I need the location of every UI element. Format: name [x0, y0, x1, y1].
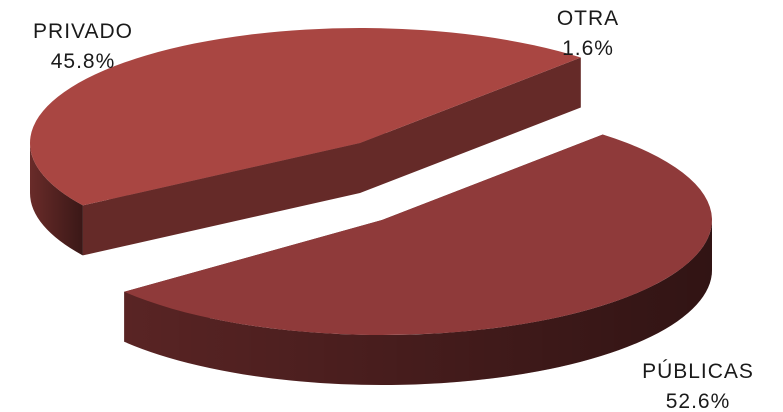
slice-privado-wall-1 — [360, 57, 581, 193]
slice-label-publicas: PÚBLICAS — [642, 360, 754, 383]
slice-privado-wall-0 — [82, 143, 361, 256]
slice-privado-top — [30, 28, 581, 206]
slice-privado-side-shade-0 — [30, 143, 83, 256]
slice-value-otra: 1.6% — [562, 37, 614, 60]
slice-publicas — [124, 134, 713, 385]
slice-label-otra: OTRA — [557, 7, 619, 30]
slice-publicas-top — [124, 134, 713, 336]
slice-value-privado: 45.8% — [51, 50, 116, 73]
slice-publicas-side-shade-0 — [124, 220, 712, 385]
slice-label-privado: PRIVADO — [33, 20, 133, 43]
slice-value-publicas: 52.6% — [666, 390, 731, 412]
pie-slices — [30, 28, 713, 385]
pie-labels: PÚBLICAS 52.6% OTRA 1.6% PRIVADO 45.8% — [33, 7, 754, 412]
slice-privado — [30, 28, 581, 256]
